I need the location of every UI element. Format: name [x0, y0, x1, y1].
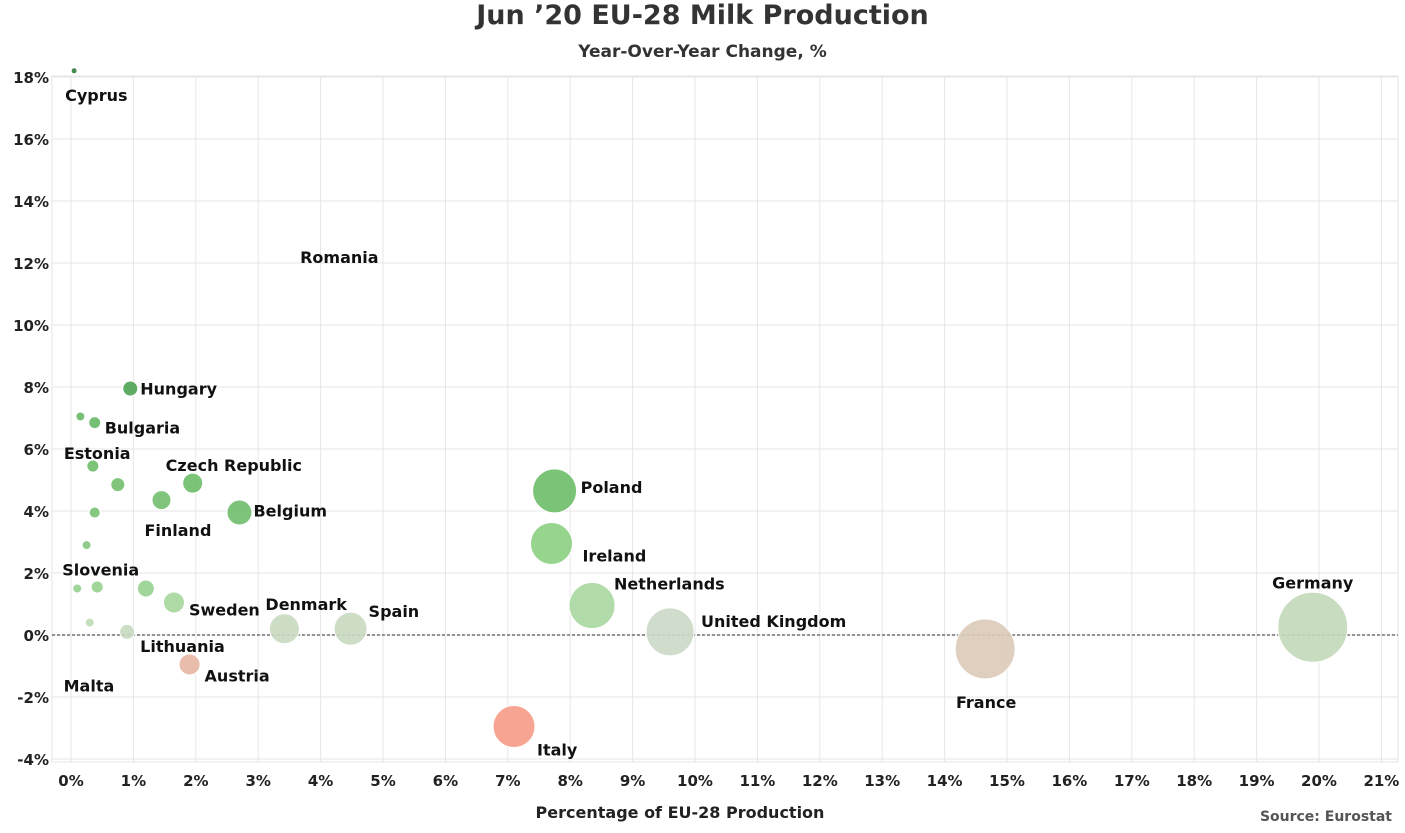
data-point — [645, 607, 695, 657]
data-point — [162, 591, 185, 614]
y-tick-label: -4% — [17, 751, 49, 769]
x-tick-label: 17% — [1114, 772, 1150, 790]
y-tick-label: -2% — [17, 689, 49, 707]
y-tick-label: 8% — [24, 379, 49, 397]
point-label: Sweden — [189, 600, 260, 619]
x-tick-label: 4% — [308, 772, 333, 790]
x-tick-label: 9% — [620, 772, 645, 790]
point-label: Spain — [369, 602, 420, 621]
x-tick-label: 20% — [1301, 772, 1337, 790]
x-tick-label: 14% — [927, 772, 963, 790]
point-labels: Cyprus Romania Hungary Bulgaria Estonia Czech… — [62, 86, 1354, 760]
data-points — [70, 67, 1349, 748]
x-tick-label: 15% — [989, 772, 1025, 790]
data-point — [119, 623, 136, 640]
y-tick-label: 12% — [13, 255, 49, 273]
point-label: Italy — [537, 740, 578, 759]
point-label: Netherlands — [614, 575, 725, 594]
data-point — [333, 611, 368, 646]
point-label: Czech Republic — [166, 456, 302, 475]
data-point — [1277, 591, 1349, 663]
data-point — [75, 411, 86, 422]
point-label: Austria — [205, 666, 270, 685]
chart-subtitle: Year-Over-Year Change, % — [578, 42, 827, 62]
point-label: Ireland — [582, 547, 646, 566]
x-tick-label: 5% — [370, 772, 395, 790]
data-point — [529, 522, 573, 566]
source-note: Source: Eurostat — [1259, 809, 1392, 825]
data-point — [492, 704, 536, 748]
data-point — [86, 459, 100, 473]
y-tick-label: 18% — [13, 69, 49, 87]
x-tick-label: 3% — [245, 772, 270, 790]
y-tick-label: 2% — [24, 565, 49, 583]
data-point — [81, 540, 92, 551]
data-point — [88, 416, 102, 430]
data-point — [178, 653, 201, 676]
y-tick-label: 0% — [24, 627, 49, 645]
x-tick-label: 11% — [739, 772, 775, 790]
x-tick-label: 19% — [1239, 772, 1275, 790]
x-tick-label: 21% — [1363, 772, 1399, 790]
data-point — [70, 673, 74, 677]
data-point — [70, 67, 78, 75]
point-label: France — [956, 693, 1016, 712]
data-point — [110, 477, 126, 493]
point-label: Belgium — [253, 502, 327, 521]
axis-ticks: 0% 1% 2% 3% 4% 5% 6% 7% 8% 9% 10% 11% 12% 13% 14% 15% 16… — [13, 69, 1399, 790]
point-label: United Kingdom — [701, 612, 846, 631]
data-point — [84, 617, 95, 628]
data-point — [954, 618, 1016, 680]
data-point — [122, 380, 139, 397]
data-point — [72, 583, 83, 594]
x-tick-label: 13% — [864, 772, 900, 790]
data-point — [136, 579, 155, 598]
data-point — [90, 580, 104, 594]
data-point — [568, 582, 616, 630]
x-tick-label: 7% — [495, 772, 520, 790]
point-label: Poland — [581, 478, 643, 497]
data-point — [151, 490, 172, 511]
point-label: Cyprus — [65, 86, 127, 105]
x-tick-label: 8% — [557, 772, 582, 790]
data-point — [226, 499, 253, 526]
x-tick-label: 0% — [58, 772, 83, 790]
point-label: Germany — [1272, 573, 1354, 592]
point-label: Romania — [300, 248, 378, 267]
x-tick-label: 6% — [433, 772, 458, 790]
y-tick-label: 14% — [13, 193, 49, 211]
point-label: Hungary — [140, 380, 217, 399]
x-tick-label: 16% — [1051, 772, 1087, 790]
y-tick-label: 16% — [13, 131, 49, 149]
point-label: Bulgaria — [105, 419, 181, 438]
point-label: Malta — [64, 676, 115, 695]
plot-frame — [51, 75, 1399, 763]
y-tick-label: 6% — [24, 441, 49, 459]
data-point — [532, 468, 578, 514]
y-tick-label: 10% — [13, 317, 49, 335]
data-point — [182, 472, 204, 494]
x-tick-label: 12% — [802, 772, 838, 790]
x-tick-label: 1% — [121, 772, 146, 790]
point-label: Slovenia — [62, 561, 139, 580]
point-label: Lithuania — [140, 637, 225, 656]
grid-lines — [51, 75, 1399, 763]
x-tick-label: 10% — [677, 772, 713, 790]
data-point — [88, 506, 101, 519]
point-label: Finland — [144, 521, 211, 540]
x-tick-label: 2% — [183, 772, 208, 790]
chart-title: Jun ’20 EU-28 Milk Production — [476, 0, 929, 31]
point-label: Denmark — [265, 595, 347, 614]
point-label: Estonia — [64, 444, 131, 463]
data-point — [268, 613, 300, 645]
y-tick-label: 4% — [24, 503, 49, 521]
x-axis-label: Percentage of EU-28 Production — [535, 803, 825, 822]
x-tick-label: 18% — [1176, 772, 1212, 790]
